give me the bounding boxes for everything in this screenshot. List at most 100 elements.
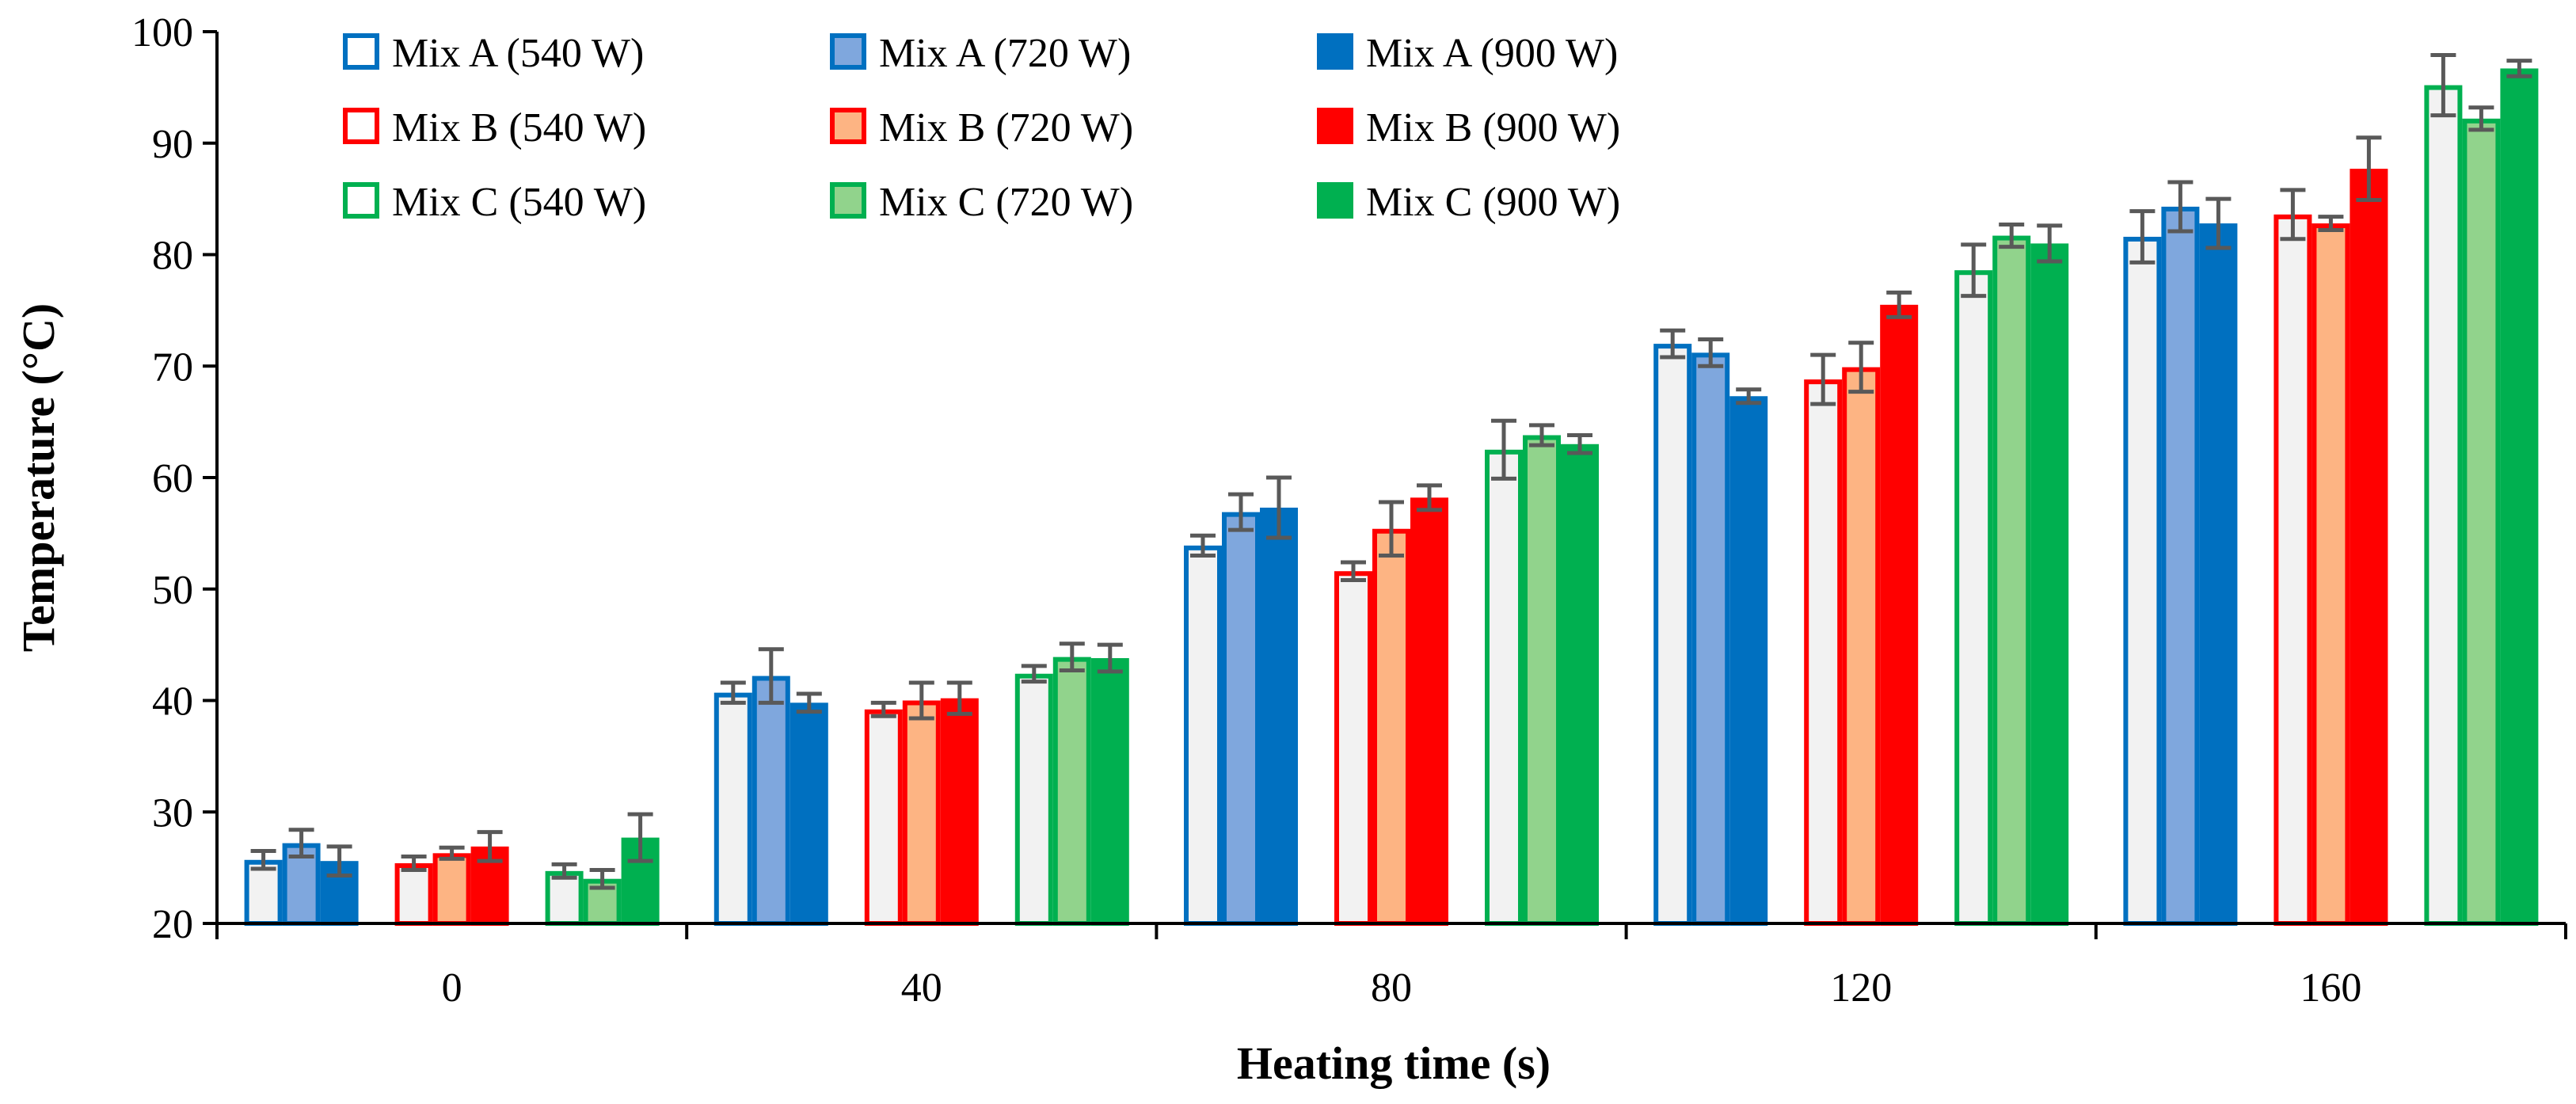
legend-item-mix-b-540-w: Mix B (540 W): [343, 105, 646, 150]
error-bar-mix-b-900-w-t0: [477, 830, 503, 863]
error-bar-mix-b-540-w-t160: [2280, 188, 2306, 242]
x-tick-label: 80: [1371, 965, 1412, 1011]
legend-label: Mix A (900 W): [1366, 31, 1618, 76]
bar-mix-b-540-w-t160: [2274, 214, 2312, 926]
bar-mix-c-540-w-t0: [545, 870, 584, 927]
bar-mix-b-900-w-t80: [1410, 497, 1448, 926]
bar-mix-a-540-w-t80: [1184, 545, 1222, 926]
legend-item-mix-b-720-w: Mix B (720 W): [830, 105, 1133, 150]
bar-mix-c-540-w-t120: [1954, 270, 1993, 926]
error-bar-mix-c-900-w-t80: [1567, 433, 1592, 455]
bar-mix-a-540-w-t160: [2123, 236, 2162, 927]
y-axis-title: Temperature (°C): [13, 303, 64, 652]
bar-mix-c-540-w-t40: [1014, 673, 1053, 926]
error-bar-mix-a-540-w-t80: [1190, 533, 1216, 558]
error-bar-mix-b-900-w-t40: [946, 680, 972, 716]
error-bar-mix-b-540-w-t80: [1341, 560, 1366, 582]
bar-mix-c-720-w-t160: [2462, 118, 2501, 927]
bar-mix-a-900-w-t80: [1260, 508, 1298, 926]
bar-mix-a-720-w-t80: [1222, 512, 1260, 926]
legend-label: Mix B (900 W): [1366, 105, 1620, 150]
x-axis-title: Heating time (s): [1237, 1037, 1551, 1089]
error-bar-mix-b-720-w-t120: [1848, 341, 1874, 394]
error-bar-mix-c-900-w-t0: [627, 812, 653, 863]
y-tick-label: 60: [152, 456, 193, 501]
y-tick-label: 30: [152, 790, 193, 836]
bar-mix-a-540-w-t120: [1653, 344, 1692, 927]
bar-mix-a-900-w-t40: [790, 702, 828, 926]
bar-mix-c-540-w-t80: [1485, 449, 1523, 926]
error-bar-mix-c-720-w-t0: [589, 867, 615, 890]
x-tick-label: 40: [901, 965, 942, 1011]
error-bar-mix-a-900-w-t0: [326, 844, 352, 877]
legend-swatch: [830, 182, 866, 219]
bar-mix-c-900-w-t40: [1090, 658, 1129, 926]
y-tick-label: 70: [152, 345, 193, 390]
bar-mix-a-900-w-t160: [2199, 223, 2238, 926]
bar-mix-b-900-w-t120: [1880, 304, 1919, 926]
y-tick-label: 100: [131, 10, 193, 55]
error-bar-mix-a-540-w-t40: [720, 680, 746, 705]
y-tick-label: 20: [152, 902, 193, 947]
legend-swatch: [343, 33, 379, 70]
x-tick-label: 160: [2300, 965, 2361, 1011]
error-bar-mix-c-900-w-t40: [1097, 642, 1123, 674]
x-tick-label: 120: [1830, 965, 1892, 1011]
legend-item-mix-b-900-w: Mix B (900 W): [1317, 105, 1620, 150]
legend-label: Mix C (540 W): [392, 180, 646, 225]
error-bar-mix-c-540-w-t0: [551, 862, 577, 880]
legend-label: Mix B (720 W): [879, 105, 1133, 150]
error-bar-mix-c-540-w-t40: [1021, 664, 1047, 684]
legend-label: Mix A (540 W): [392, 31, 644, 76]
error-bar-mix-a-540-w-t0: [250, 849, 276, 871]
legend-item-mix-a-540-w: Mix A (540 W): [343, 31, 644, 76]
legend-swatch: [830, 108, 866, 144]
legend-swatch: [1317, 108, 1353, 144]
error-bar-mix-a-720-w-t80: [1228, 492, 1254, 532]
bar-mix-b-540-w-t120: [1804, 379, 1843, 926]
legend: Mix A (540 W) Mix A (720 W) Mix A (900 W) M…: [343, 31, 1620, 225]
error-bar-mix-b-720-w-t0: [439, 845, 465, 861]
error-bar-mix-a-720-w-t40: [758, 647, 784, 705]
error-bar-mix-b-720-w-t40: [908, 680, 934, 721]
error-bar-mix-c-720-w-t120: [1999, 222, 2025, 249]
bar-mix-a-540-w-t40: [713, 692, 752, 927]
error-bar-mix-c-720-w-t80: [1529, 423, 1554, 447]
bar-mix-a-900-w-t120: [1729, 396, 1768, 926]
legend-item-mix-a-900-w: Mix A (900 W): [1317, 31, 1618, 76]
bar-mix-b-540-w-t40: [864, 709, 903, 926]
error-bar-mix-c-720-w-t40: [1059, 641, 1085, 672]
legend-label: Mix B (540 W): [392, 105, 646, 150]
error-bar-mix-b-900-w-t80: [1417, 483, 1442, 512]
bars-layer: [244, 53, 2539, 927]
error-bar-mix-a-900-w-t160: [2205, 196, 2232, 250]
y-tick-label: 80: [152, 234, 193, 279]
error-bar-mix-a-540-w-t120: [1660, 328, 1686, 360]
bar-mix-b-900-w-t40: [940, 698, 979, 926]
bar-mix-c-720-w-t40: [1052, 657, 1091, 926]
bar-mix-c-720-w-t80: [1523, 435, 1561, 926]
x-tick-label: 0: [442, 965, 462, 1011]
legend-item-mix-a-720-w: Mix A (720 W): [830, 31, 1131, 76]
error-bar-mix-a-900-w-t120: [1736, 387, 1762, 405]
bar-mix-b-540-w-t0: [394, 862, 433, 926]
error-bar-mix-c-540-w-t80: [1491, 418, 1516, 481]
bar-mix-a-720-w-t120: [1691, 352, 1730, 926]
bar-mix-b-720-w-t0: [432, 853, 471, 927]
bar-mix-b-720-w-t120: [1842, 367, 1881, 927]
ticks-layer: 20 30 40 50 60 70 80 90 100 0 40 80 120 160: [131, 10, 2567, 1011]
error-bar-mix-b-540-w-t120: [1810, 352, 1836, 406]
error-bar-mix-c-540-w-t160: [2430, 53, 2456, 118]
error-bar-mix-b-540-w-t40: [870, 700, 896, 718]
bar-mix-c-900-w-t120: [2030, 243, 2069, 926]
legend-label: Mix C (720 W): [879, 180, 1133, 225]
error-bar-mix-a-540-w-t160: [2129, 209, 2156, 265]
bar-mix-b-540-w-t80: [1334, 571, 1372, 926]
error-bar-mix-a-720-w-t120: [1698, 337, 1724, 368]
error-bar-mix-c-900-w-t120: [2037, 223, 2063, 264]
error-bar-mix-c-720-w-t160: [2468, 105, 2494, 132]
legend-item-mix-c-900-w: Mix C (900 W): [1317, 180, 1620, 225]
error-bar-mix-a-900-w-t40: [796, 691, 822, 714]
error-bar-mix-c-900-w-t160: [2506, 59, 2532, 78]
